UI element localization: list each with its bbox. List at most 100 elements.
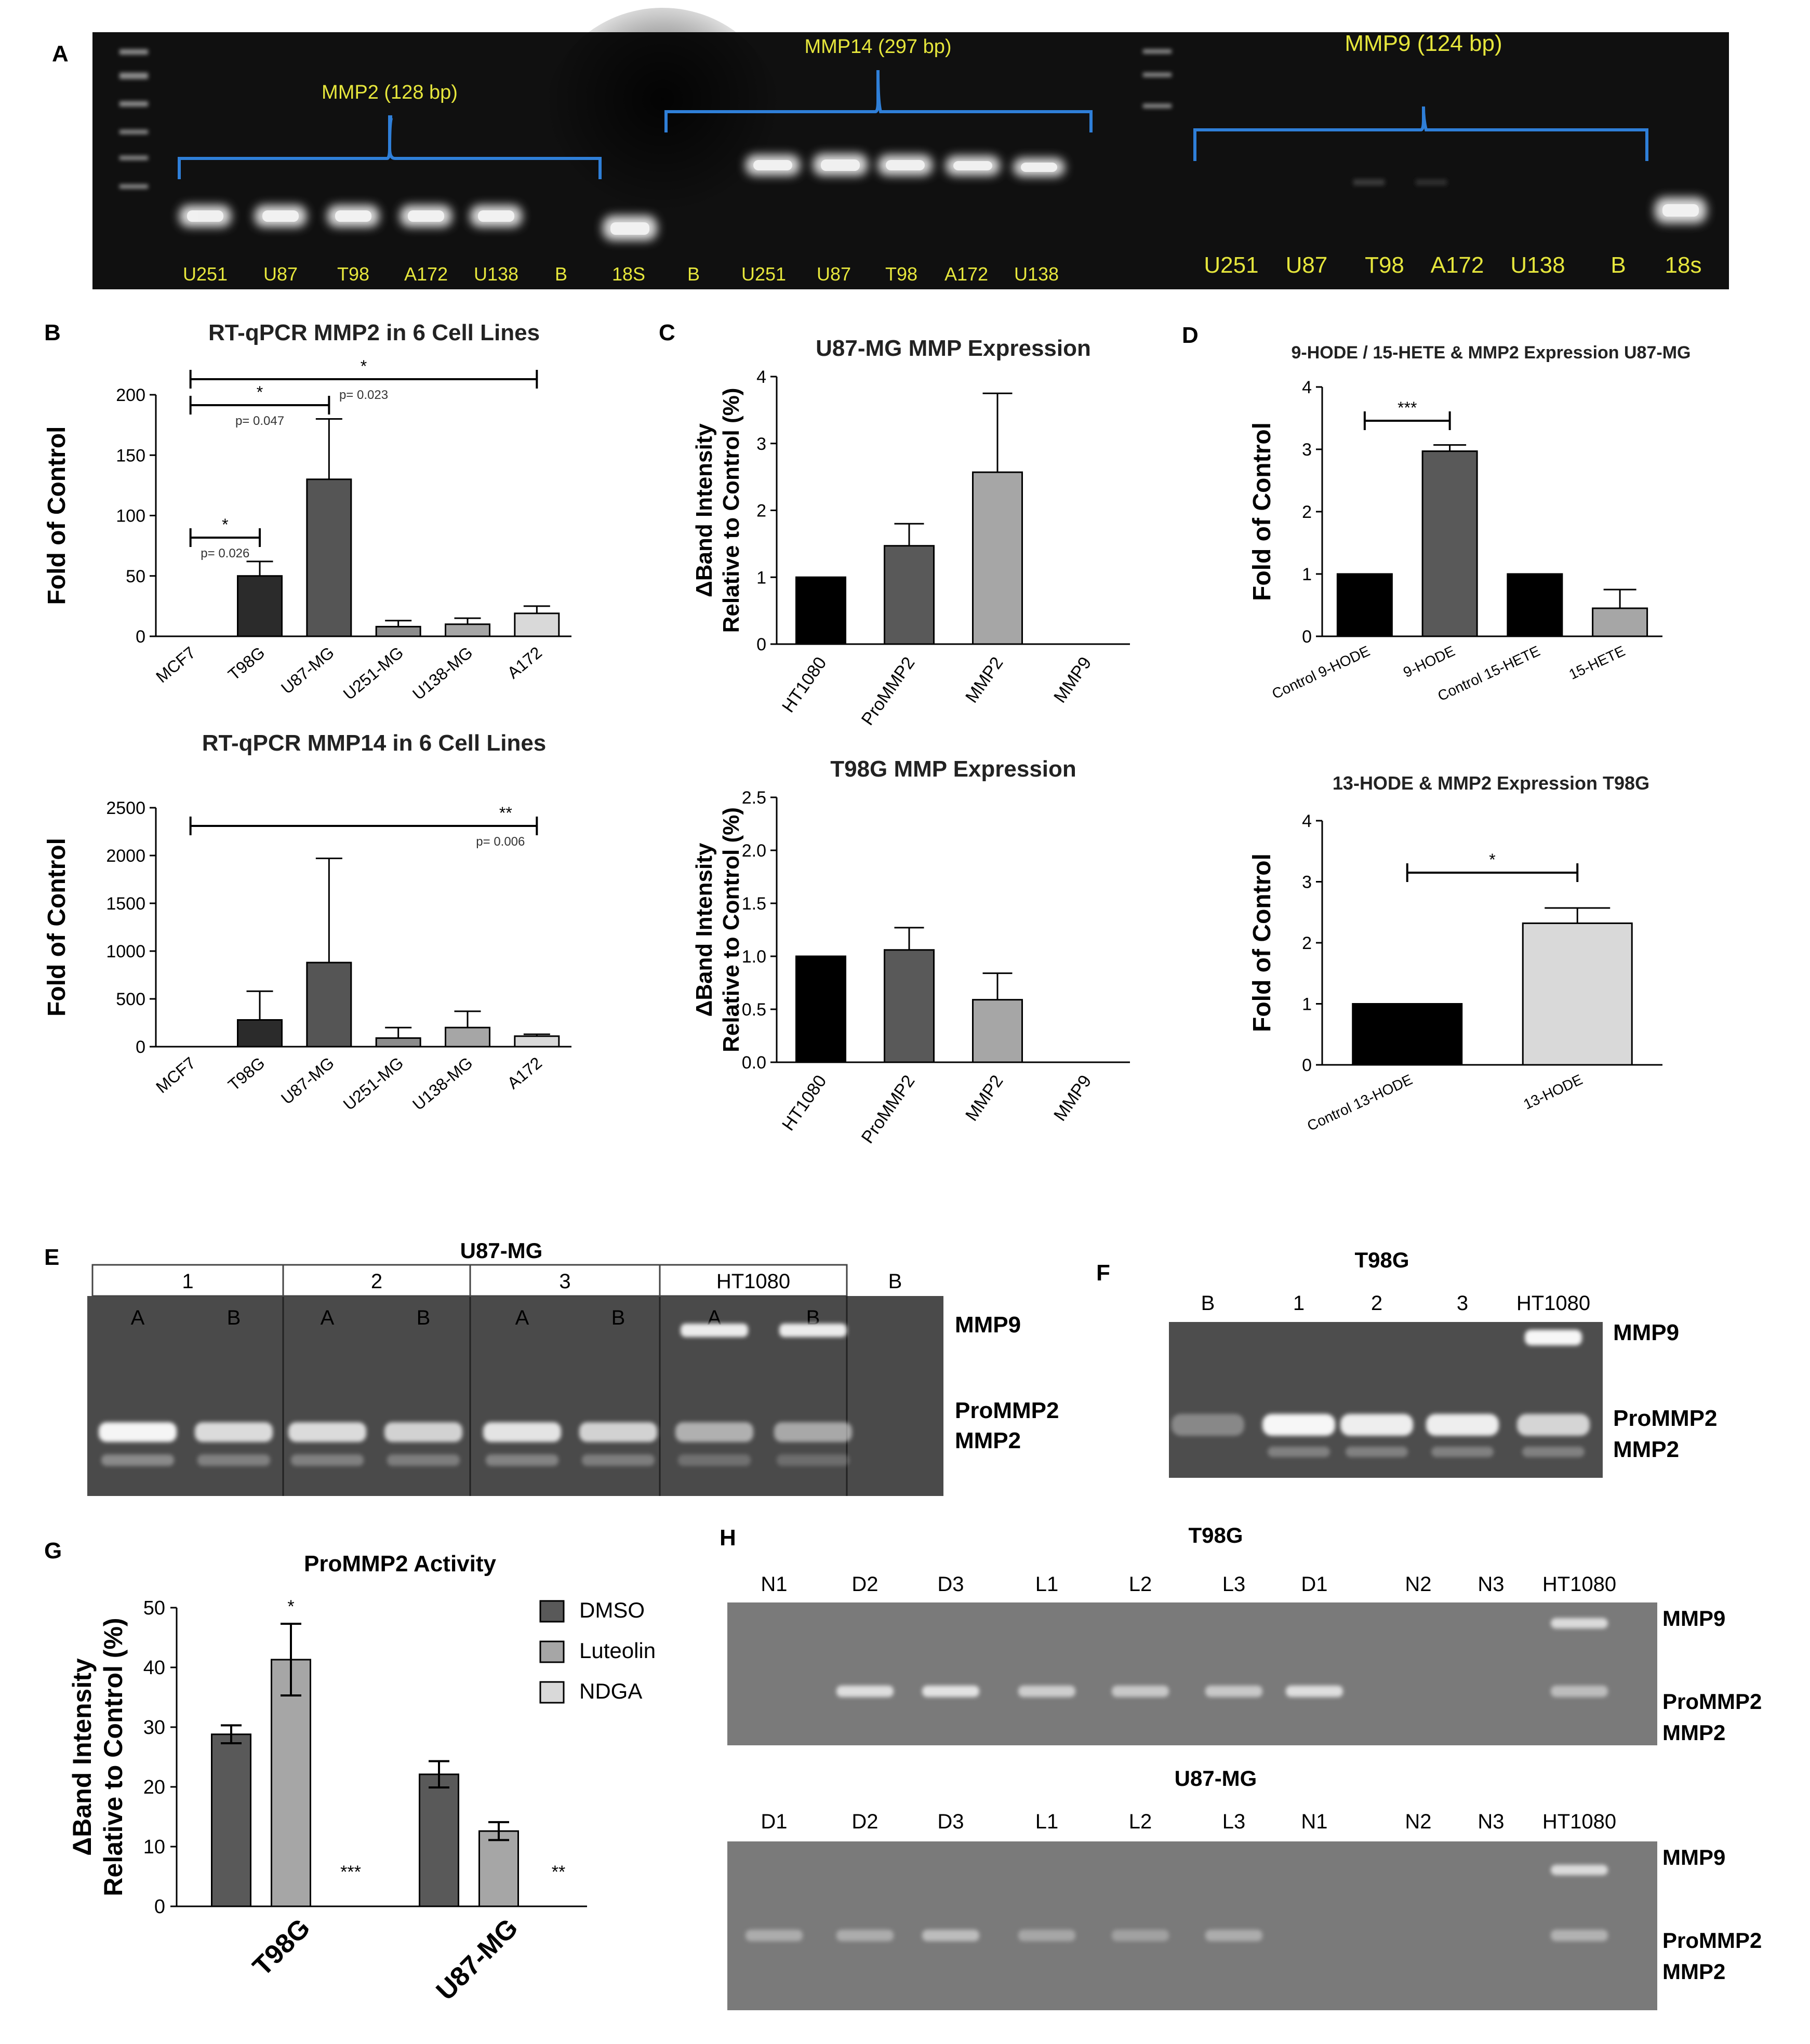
- panel-letter-g: G: [44, 1538, 62, 1564]
- gel-e-lane-boxes: 1 2 3 HT1080 BA B A B A B A B: [91, 1264, 902, 1496]
- gel-e-sublane-label: A: [515, 1306, 529, 1329]
- gel-a-lane-label: 18S: [612, 263, 645, 285]
- gel-a: MMP2 (128 bp) MMP14 (297 bp) MMP9 (124 b…: [92, 8, 1729, 289]
- gel-e-sublane-label: B: [227, 1306, 241, 1329]
- significance-star: *: [287, 1597, 294, 1617]
- gel-a-lane-label: B: [555, 263, 567, 285]
- gel-a-lane-label: 18s: [1665, 252, 1702, 278]
- gel-f-lane-label: HT1080: [1516, 1292, 1590, 1315]
- chart-title: ProMMP2 Activity: [304, 1551, 497, 1577]
- gel-f-label-mmp2: MMP2: [1613, 1437, 1679, 1462]
- gel-f-title: T98G: [1354, 1248, 1409, 1272]
- x-tick-label: 9-HODE: [1401, 643, 1457, 680]
- gel-e-band-prommp2: [675, 1422, 753, 1442]
- significance-star: **: [499, 804, 512, 822]
- gel-h-lane-label: N3: [1478, 1573, 1504, 1596]
- gel-a-group-label-mmp14: MMP14 (297 bp): [804, 36, 951, 58]
- gel-h-band-prommp2: [922, 1930, 979, 1941]
- x-tick-label: MCF7: [152, 1053, 199, 1097]
- gel-h-lane-label: N3: [1478, 1810, 1504, 1833]
- y-tick-label: 10: [143, 1836, 165, 1858]
- gel-a-bands: [179, 154, 1707, 241]
- bar: [1522, 922, 1633, 1066]
- gel-f-band-prommp2: [1517, 1414, 1590, 1436]
- gel-e-group-label: 3: [559, 1270, 570, 1293]
- chart-mmp2-rtqpcr: RT-qPCR MMP2 in 6 Cell Lines 0 50 100 150 200…: [43, 320, 571, 704]
- bar: [972, 471, 1023, 645]
- y-tick-label: 1: [1302, 995, 1312, 1014]
- significance-star: *: [222, 515, 228, 534]
- gel-h-band-prommp2: [836, 1930, 894, 1941]
- significance-star: *: [361, 357, 367, 376]
- p-value-label: p= 0.006: [476, 835, 525, 849]
- x-tick-label: U87-MG: [277, 1053, 338, 1108]
- chart-13hode: 13-HODE & MMP2 Expression T98G 0 1 2 3 4 Fold …: [1248, 772, 1662, 1134]
- bar: [795, 576, 846, 645]
- legend-swatch: [539, 1681, 565, 1704]
- gel-a-lane-label: B: [1611, 252, 1626, 278]
- gel-h-lane-label: L2: [1129, 1573, 1152, 1596]
- gel-h-band-prommp2: [922, 1686, 979, 1697]
- chart-u87-mmp-expression: U87-MG MMP Expression 0 1 2 3 4 ΔBand Intensit…: [691, 336, 1130, 729]
- chart-9hode-15hete: 9-HODE / 15-HETE & MMP2 Expression U87-M…: [1248, 343, 1691, 704]
- bar: [306, 961, 352, 1048]
- gel-f-band-mmp2: [1522, 1447, 1585, 1457]
- gel-f-band-prommp2: [1172, 1414, 1244, 1436]
- x-tick-label: MMP9: [1050, 653, 1095, 706]
- gel-a-lane-label: A172: [1431, 252, 1484, 278]
- significance-star: ***: [1398, 398, 1417, 417]
- x-tick-label: U251-MG: [340, 1053, 407, 1114]
- gel-h-top-title: T98G: [1188, 1523, 1243, 1547]
- x-tick-label: MMP9: [1050, 1072, 1095, 1125]
- y-tick-label: 4: [1302, 378, 1312, 397]
- bar: [306, 478, 352, 637]
- gel-h-bottom-lane-labels: D1 D2 D3 L1 L2 L3 N1 N2 N3 HT1080: [761, 1810, 1616, 1833]
- y-axis-label: ΔBand Intensity: [691, 423, 717, 597]
- y-tick-label: 4: [756, 367, 766, 387]
- gel-h-lane-label: D2: [851, 1810, 878, 1833]
- gel-a-lane-label: T98: [1365, 252, 1404, 278]
- gel-a-lane-label: U87: [817, 263, 851, 285]
- gel-e-band-mmp2: [197, 1454, 270, 1466]
- gel-h-band-prommp2: [1018, 1930, 1075, 1941]
- gel-h-band-labels: MMP9 ProMMP2 MMP2 MMP9 ProMMP2 MMP2: [1662, 1606, 1762, 1984]
- gel-h-band-prommp2: [1205, 1930, 1262, 1941]
- gel-f-lane-labels: B 1 2 3 HT1080: [1201, 1292, 1591, 1315]
- x-tick-label: U251-MG: [340, 643, 407, 704]
- y-tick-label: 2: [1302, 502, 1312, 522]
- gel-a-group-labels: MMP2 (128 bp) MMP14 (297 bp) MMP9 (124 b…: [322, 31, 1502, 103]
- y-tick-label: 40: [143, 1657, 165, 1679]
- gel-f-band-prommp2: [1340, 1414, 1413, 1436]
- gel-h-band-prommp2: [836, 1686, 894, 1697]
- gel-a-lane-label: B: [687, 263, 700, 285]
- panel-letter-e: E: [44, 1245, 59, 1270]
- gel-f-band-mmp2: [1431, 1447, 1494, 1457]
- gel-h-band-prommp2: [1551, 1686, 1608, 1697]
- y-tick-label: 2.0: [742, 841, 766, 861]
- x-tick-label: 15-HETE: [1566, 643, 1627, 683]
- gel-h-bottom-label-prommp2: ProMMP2: [1662, 1928, 1762, 1953]
- x-tick-label: T98G: [247, 1913, 316, 1982]
- gel-a-lane-label: U87: [1286, 252, 1328, 278]
- y-tick-label: 3: [756, 434, 766, 454]
- chart-title: RT-qPCR MMP14 in 6 Cell Lines: [202, 730, 547, 756]
- gel-f-label-prommp2: ProMMP2: [1613, 1406, 1717, 1431]
- bar: [271, 1659, 311, 1907]
- gel-e-band-labels: MMP9 ProMMP2 MMP2: [955, 1312, 1059, 1453]
- legend-label: Luteolin: [579, 1638, 656, 1663]
- y-tick-label: 1: [1302, 565, 1312, 584]
- gel-e-band-mmp2: [678, 1454, 751, 1466]
- gel-h-lane-label: HT1080: [1542, 1573, 1616, 1596]
- gel-a-group-label-mmp9: MMP9 (124 bp): [1345, 31, 1502, 56]
- bar: [1421, 450, 1478, 637]
- x-tick-label: HT1080: [778, 653, 831, 716]
- p-value-label: p= 0.047: [235, 414, 284, 428]
- chart-title: RT-qPCR MMP2 in 6 Cell Lines: [208, 320, 540, 345]
- gel-e-band-mmp2: [291, 1454, 364, 1466]
- gel-h-top-label-mmp2: MMP2: [1662, 1720, 1725, 1745]
- y-tick-label: 20: [143, 1776, 165, 1798]
- gel-e-band-mmp2: [582, 1454, 655, 1466]
- gel-e-label-prommp2: ProMMP2: [955, 1398, 1059, 1423]
- gel-f-band-mmp9: [1525, 1330, 1582, 1345]
- gel-h-band-prommp2: [1112, 1686, 1169, 1697]
